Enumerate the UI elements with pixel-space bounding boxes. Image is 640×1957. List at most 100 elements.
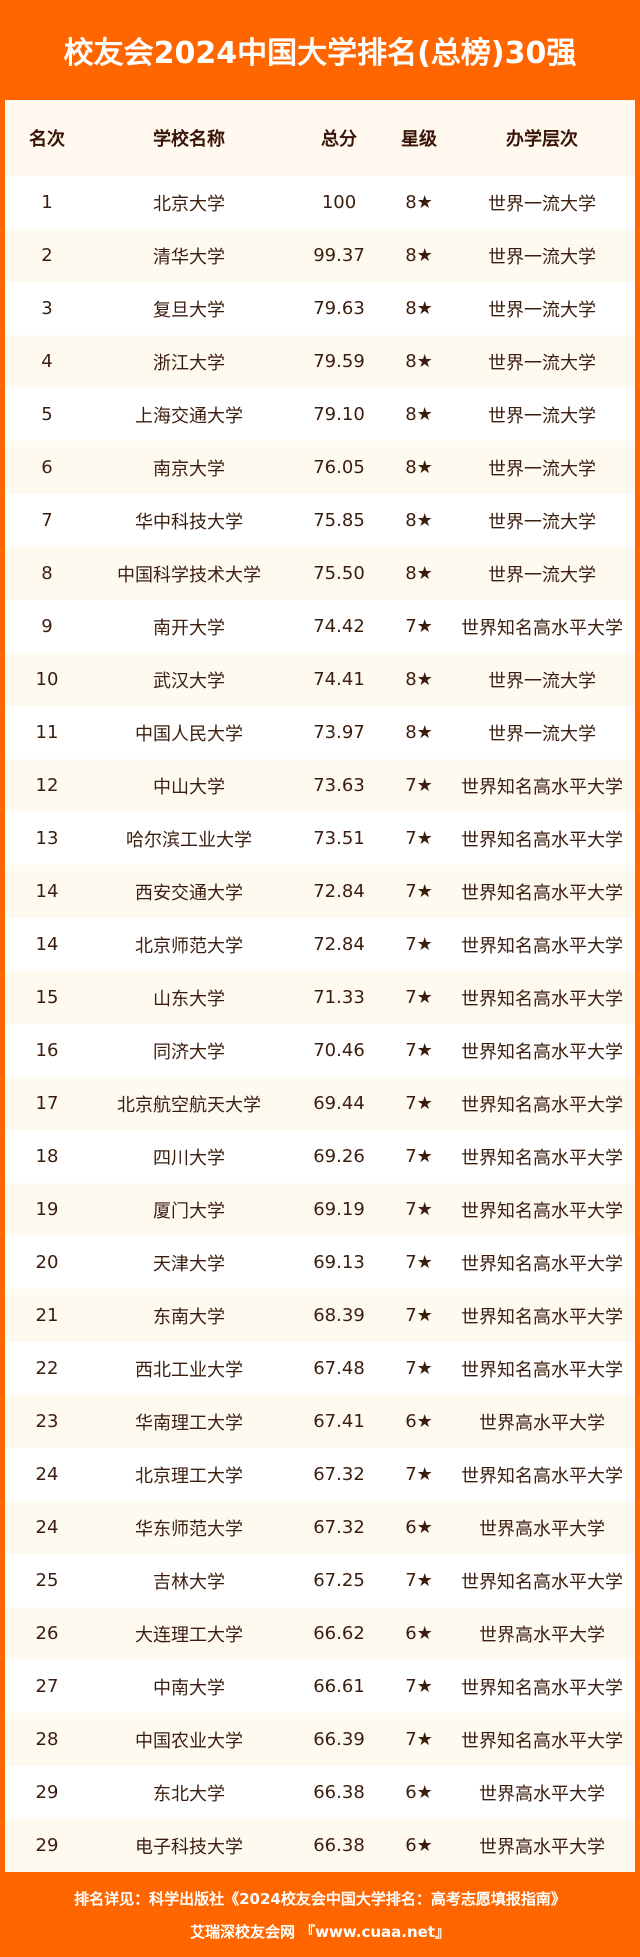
cell-score: 79.63 bbox=[313, 298, 365, 319]
cell-level: 世界高水平大学 bbox=[479, 1836, 605, 1858]
cell-stars: 8★ bbox=[405, 245, 433, 266]
cell-rank: 27 bbox=[35, 1676, 59, 1697]
cell-school: 清华大学 bbox=[153, 246, 225, 268]
cell-level: 世界知名高水平大学 bbox=[461, 1094, 623, 1116]
cell-rank: 15 bbox=[35, 987, 59, 1008]
cell-stars: 8★ bbox=[405, 669, 433, 690]
cell-rank: 7 bbox=[41, 510, 53, 531]
table-row: 28 中国农业大学 66.39 7★ 世界知名高水平大学 bbox=[5, 1713, 635, 1766]
cell-score: 79.10 bbox=[313, 404, 365, 425]
cell-school: 华南理工大学 bbox=[135, 1412, 243, 1434]
header-level: 办学层次 bbox=[506, 129, 578, 150]
cell-score: 79.59 bbox=[313, 351, 365, 372]
cell-score: 69.19 bbox=[313, 1199, 365, 1220]
cell-stars: 8★ bbox=[405, 563, 433, 584]
cell-score: 68.39 bbox=[313, 1305, 365, 1326]
cell-score: 69.26 bbox=[313, 1146, 365, 1167]
cell-stars: 7★ bbox=[405, 987, 433, 1008]
cell-school: 电子科技大学 bbox=[135, 1836, 243, 1858]
header-stars: 星级 bbox=[401, 129, 437, 150]
footer: 排名详见：科学出版社《2024校友会中国大学排名：高考志愿填报指南》 艾瑞深校友… bbox=[0, 1872, 640, 1957]
cell-score: 71.33 bbox=[313, 987, 365, 1008]
cell-score: 76.05 bbox=[313, 457, 365, 478]
cell-score: 74.42 bbox=[313, 616, 365, 637]
cell-school: 中南大学 bbox=[153, 1677, 225, 1699]
cell-rank: 14 bbox=[35, 881, 59, 902]
cell-rank: 28 bbox=[35, 1729, 59, 1750]
cell-rank: 8 bbox=[41, 563, 53, 584]
cell-level: 世界知名高水平大学 bbox=[461, 617, 623, 639]
cell-score: 66.38 bbox=[313, 1782, 365, 1803]
cell-rank: 20 bbox=[35, 1252, 59, 1273]
table-row: 5 上海交通大学 79.10 8★ 世界一流大学 bbox=[5, 388, 635, 441]
cell-stars: 8★ bbox=[405, 722, 433, 743]
table-row: 24 华东师范大学 67.32 6★ 世界高水平大学 bbox=[5, 1501, 635, 1554]
cell-level: 世界知名高水平大学 bbox=[461, 1147, 623, 1169]
cell-rank: 11 bbox=[35, 722, 59, 743]
cell-level: 世界知名高水平大学 bbox=[461, 935, 623, 957]
cell-rank: 29 bbox=[35, 1835, 59, 1856]
cell-stars: 7★ bbox=[405, 1464, 433, 1485]
table-row: 15 山东大学 71.33 7★ 世界知名高水平大学 bbox=[5, 971, 635, 1024]
cell-level: 世界知名高水平大学 bbox=[461, 1359, 623, 1381]
table-header: 名次 学校名称 总分 星级 办学层次 bbox=[5, 100, 635, 176]
cell-stars: 7★ bbox=[405, 1729, 433, 1750]
table-row: 29 东北大学 66.38 6★ 世界高水平大学 bbox=[5, 1766, 635, 1819]
cell-level: 世界高水平大学 bbox=[479, 1783, 605, 1805]
cell-level: 世界知名高水平大学 bbox=[461, 1730, 623, 1752]
cell-school: 西北工业大学 bbox=[135, 1359, 243, 1381]
cell-score: 67.32 bbox=[313, 1464, 365, 1485]
cell-school: 西安交通大学 bbox=[135, 882, 243, 904]
cell-level: 世界一流大学 bbox=[488, 246, 596, 268]
cell-level: 世界一流大学 bbox=[488, 511, 596, 533]
cell-level: 世界一流大学 bbox=[488, 564, 596, 586]
cell-level: 世界知名高水平大学 bbox=[461, 1677, 623, 1699]
cell-rank: 9 bbox=[41, 616, 53, 637]
cell-rank: 2 bbox=[41, 245, 53, 266]
cell-level: 世界知名高水平大学 bbox=[461, 988, 623, 1010]
cell-rank: 19 bbox=[35, 1199, 59, 1220]
table-row: 11 中国人民大学 73.97 8★ 世界一流大学 bbox=[5, 706, 635, 759]
cell-score: 67.48 bbox=[313, 1358, 365, 1379]
cell-rank: 17 bbox=[35, 1093, 59, 1114]
cell-stars: 6★ bbox=[405, 1835, 433, 1856]
cell-rank: 13 bbox=[35, 828, 59, 849]
table-row: 14 北京师范大学 72.84 7★ 世界知名高水平大学 bbox=[5, 918, 635, 971]
cell-rank: 3 bbox=[41, 298, 53, 319]
cell-rank: 22 bbox=[35, 1358, 59, 1379]
cell-school: 同济大学 bbox=[153, 1041, 225, 1063]
header-school: 学校名称 bbox=[153, 129, 225, 150]
cell-score: 72.84 bbox=[313, 881, 365, 902]
cell-level: 世界知名高水平大学 bbox=[461, 1041, 623, 1063]
cell-stars: 7★ bbox=[405, 616, 433, 637]
cell-school: 南开大学 bbox=[153, 617, 225, 639]
cell-rank: 23 bbox=[35, 1411, 59, 1432]
cell-rank: 12 bbox=[35, 775, 59, 796]
cell-stars: 7★ bbox=[405, 828, 433, 849]
cell-stars: 6★ bbox=[405, 1782, 433, 1803]
table-row: 23 华南理工大学 67.41 6★ 世界高水平大学 bbox=[5, 1395, 635, 1448]
cell-stars: 7★ bbox=[405, 775, 433, 796]
table-row: 10 武汉大学 74.41 8★ 世界一流大学 bbox=[5, 653, 635, 706]
cell-rank: 18 bbox=[35, 1146, 59, 1167]
cell-stars: 8★ bbox=[405, 298, 433, 319]
cell-level: 世界一流大学 bbox=[488, 193, 596, 215]
cell-stars: 6★ bbox=[405, 1517, 433, 1538]
cell-score: 66.61 bbox=[313, 1676, 365, 1697]
cell-rank: 24 bbox=[35, 1517, 59, 1538]
cell-rank: 25 bbox=[35, 1570, 59, 1591]
cell-level: 世界高水平大学 bbox=[479, 1518, 605, 1540]
cell-stars: 7★ bbox=[405, 1305, 433, 1326]
cell-school: 华中科技大学 bbox=[135, 511, 243, 533]
cell-rank: 29 bbox=[35, 1782, 59, 1803]
cell-score: 66.38 bbox=[313, 1835, 365, 1856]
cell-level: 世界知名高水平大学 bbox=[461, 1306, 623, 1328]
table-row: 27 中南大学 66.61 7★ 世界知名高水平大学 bbox=[5, 1660, 635, 1713]
cell-score: 66.39 bbox=[313, 1729, 365, 1750]
table-row: 22 西北工业大学 67.48 7★ 世界知名高水平大学 bbox=[5, 1342, 635, 1395]
cell-school: 厦门大学 bbox=[153, 1200, 225, 1222]
cell-score: 100 bbox=[321, 192, 357, 213]
table-row: 21 东南大学 68.39 7★ 世界知名高水平大学 bbox=[5, 1289, 635, 1342]
cell-school: 华东师范大学 bbox=[135, 1518, 243, 1540]
